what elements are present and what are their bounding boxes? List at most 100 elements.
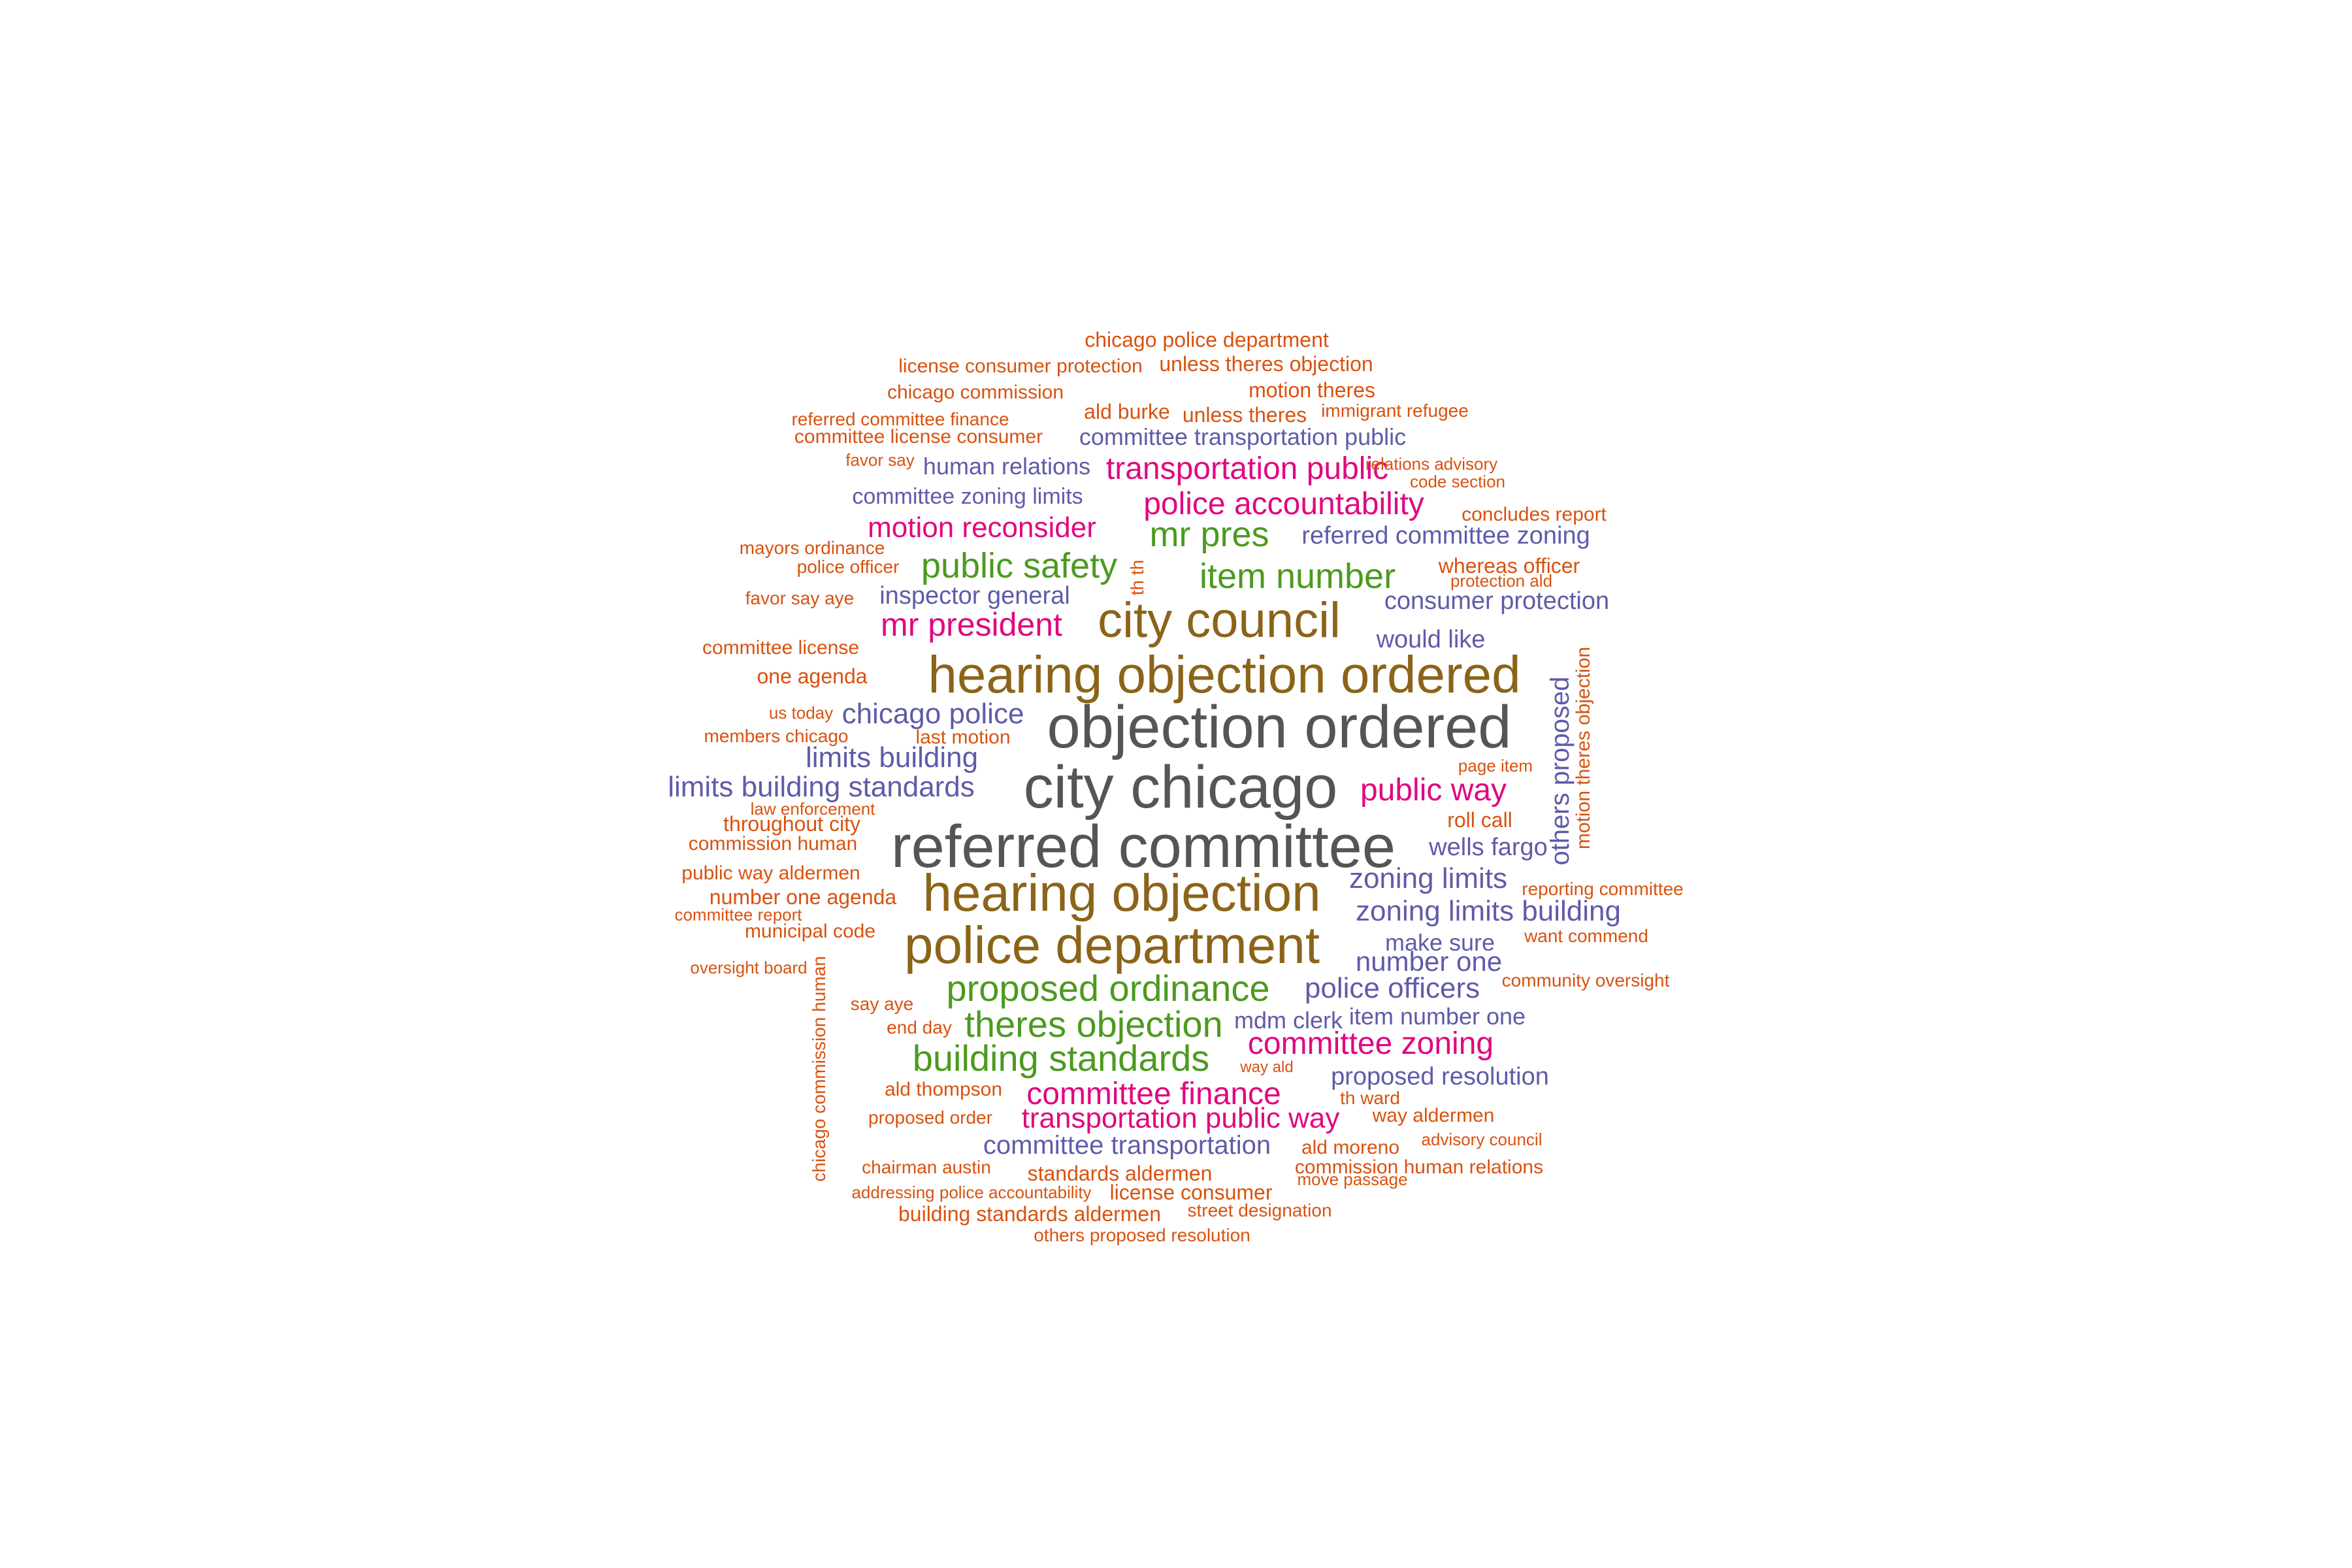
- word: would like: [1376, 626, 1486, 653]
- word: make sure: [1384, 929, 1495, 956]
- word: transportation public: [1105, 451, 1389, 486]
- word: committee zoning: [1247, 1026, 1494, 1061]
- word: ald burke: [1084, 400, 1170, 423]
- word: advisory council: [1421, 1130, 1543, 1149]
- word: others proposed resolution: [1034, 1225, 1250, 1245]
- word: chicago commission: [887, 382, 1064, 403]
- word: building standards: [912, 1037, 1210, 1079]
- word: reporting committee: [1522, 879, 1684, 899]
- word: public way: [1360, 773, 1507, 808]
- word: motion reconsider: [868, 512, 1096, 544]
- word: us today: [768, 703, 834, 723]
- word: license consumer: [1109, 1181, 1273, 1204]
- word: page item: [1458, 756, 1533, 776]
- word: proposed resolution: [1331, 1063, 1549, 1090]
- word: move passage: [1297, 1169, 1408, 1189]
- word: one agenda: [757, 664, 868, 688]
- word: chicago police department: [1085, 328, 1329, 351]
- word: police accountability: [1143, 487, 1424, 521]
- word: city chicago: [1023, 754, 1338, 821]
- word: standards aldermen: [1027, 1162, 1213, 1185]
- word: limits building standards: [668, 771, 975, 803]
- word: oversight board: [690, 958, 808, 977]
- word: municipal code: [744, 921, 876, 942]
- word: addressing police accountability: [851, 1183, 1092, 1202]
- word: code section: [1410, 472, 1505, 491]
- word: city council: [1098, 593, 1341, 648]
- word: mr president: [881, 606, 1062, 643]
- word: number one: [1355, 946, 1503, 977]
- word: motion theres: [1249, 378, 1375, 402]
- word: favor say aye: [745, 588, 855, 608]
- word: limits building: [805, 742, 979, 774]
- word: commission human: [688, 833, 858, 855]
- word: th ward: [1340, 1088, 1400, 1108]
- word: hearing objection ordered: [928, 645, 1521, 704]
- word: wells fargo: [1429, 834, 1548, 861]
- word: roll call: [1447, 808, 1512, 832]
- word: referred committee zoning: [1301, 522, 1590, 549]
- word: protection ald: [1450, 571, 1553, 591]
- word: proposed ordinance: [946, 968, 1270, 1009]
- word: last motion: [915, 727, 1011, 748]
- word: mdm clerk: [1233, 1007, 1343, 1034]
- word: committee transportation: [983, 1131, 1271, 1160]
- word: immigrant refugee: [1321, 400, 1469, 421]
- word: item number one: [1348, 1003, 1526, 1030]
- word: mayors ordinance: [739, 538, 885, 558]
- word: public safety: [921, 546, 1118, 585]
- word: committee finance: [1026, 1077, 1281, 1111]
- word: community oversight: [1501, 970, 1670, 990]
- word: mr pres: [1149, 515, 1269, 554]
- word: zoning limits building: [1356, 895, 1621, 927]
- word: favor say: [845, 450, 915, 470]
- word: say aye: [850, 994, 914, 1014]
- word: concludes report: [1462, 504, 1607, 525]
- word: chairman austin: [862, 1157, 991, 1177]
- word: ald moreno: [1301, 1137, 1400, 1158]
- word: public way aldermen: [681, 862, 860, 884]
- word: item number: [1199, 557, 1396, 596]
- word: ald thompson: [884, 1079, 1003, 1100]
- word: want commend: [1524, 926, 1648, 946]
- word: inspector general: [879, 582, 1070, 610]
- word: relations advisory: [1365, 454, 1498, 474]
- word: law enforcement: [750, 799, 875, 819]
- word: objection ordered: [1047, 694, 1512, 760]
- word: proposed order: [868, 1107, 992, 1128]
- word: consumer protection: [1384, 587, 1610, 615]
- word: throughout city: [723, 812, 860, 836]
- word: police officers: [1304, 972, 1480, 1004]
- word: committee transportation public: [1079, 423, 1407, 450]
- word: police officer: [796, 557, 900, 577]
- word: chicago commission human: [809, 956, 829, 1182]
- word: transportation public way: [1021, 1102, 1340, 1134]
- word: building standards aldermen: [898, 1202, 1162, 1226]
- word: committee license consumer: [794, 426, 1043, 448]
- word: license consumer protection: [898, 355, 1143, 377]
- word: unless theres objection: [1159, 352, 1373, 376]
- word: others proposed: [1546, 676, 1575, 866]
- word: end day: [887, 1017, 952, 1037]
- word: motion theres objection: [1573, 646, 1594, 850]
- word: chicago police: [841, 698, 1024, 730]
- word: human relations: [923, 453, 1091, 480]
- word: number one agenda: [709, 885, 897, 909]
- word: th th: [1127, 559, 1147, 596]
- word: hearing objection: [923, 864, 1321, 922]
- word: committee license: [702, 637, 860, 659]
- word: commission human relations: [1294, 1156, 1544, 1178]
- word: whereas officer: [1438, 554, 1580, 578]
- word: zoning limits: [1348, 862, 1508, 894]
- word: street designation: [1187, 1200, 1332, 1220]
- word: committee report: [674, 905, 802, 924]
- word: unless theres: [1182, 403, 1307, 427]
- word: referred committee: [890, 813, 1396, 880]
- word: committee zoning limits: [852, 484, 1083, 509]
- word: members chicago: [704, 726, 849, 746]
- word: police department: [904, 916, 1320, 974]
- word: way aldermen: [1372, 1105, 1495, 1126]
- word: way ald: [1240, 1058, 1294, 1076]
- word: referred committee finance: [791, 409, 1009, 429]
